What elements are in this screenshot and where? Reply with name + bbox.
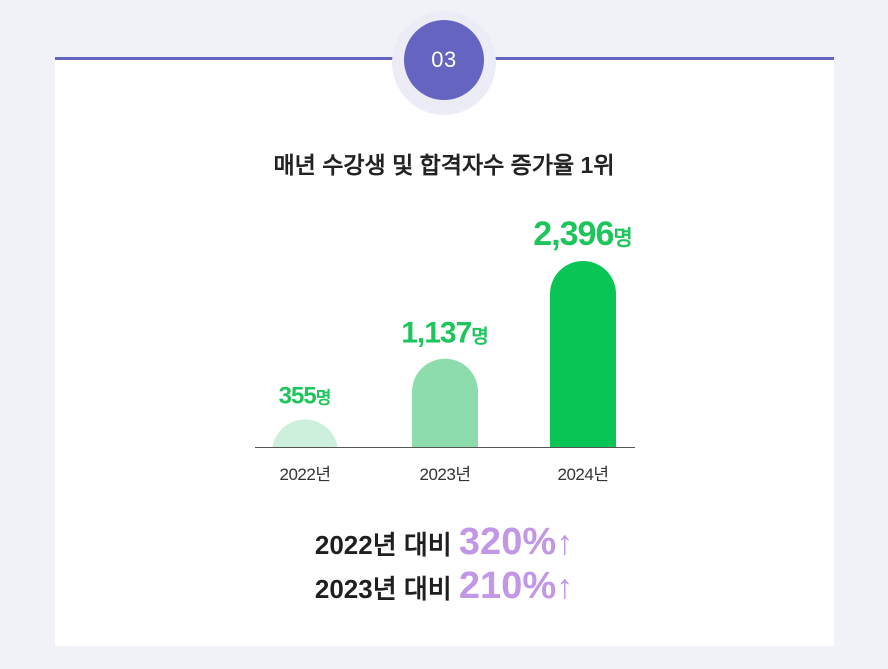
comparison-label: 2022년 대비 — [314, 530, 452, 560]
data-label: 1,137명 — [401, 317, 489, 350]
data-label: 355명 — [279, 382, 332, 409]
comparison-row-2022: 2022년 대비 320%↑ — [0, 521, 888, 564]
content-card — [55, 58, 834, 646]
header-rule-right — [494, 57, 834, 60]
header-rule-left — [55, 57, 395, 60]
bar-2023년 — [412, 358, 478, 447]
x-tick-label: 2022년 — [280, 465, 331, 484]
bar-2024년 — [550, 261, 616, 447]
section-number-badge: 03 — [404, 20, 484, 100]
comparison-percent: 320% — [458, 521, 557, 563]
data-label: 2,396명 — [533, 215, 632, 253]
comparison-percent: 210% — [458, 565, 557, 607]
x-tick-label: 2023년 — [420, 465, 471, 484]
x-tick-label: 2024년 — [558, 465, 609, 484]
comparison-label: 2023년 대비 — [314, 574, 452, 604]
up-arrow-icon: ↑ — [556, 568, 574, 606]
page-title: 매년 수강생 및 합격자수 증가율 1위 — [273, 152, 615, 178]
bar-2022년 — [272, 419, 338, 447]
comparison-row-2023: 2023년 대비 210%↑ — [0, 565, 888, 608]
up-arrow-icon: ↑ — [556, 524, 574, 562]
